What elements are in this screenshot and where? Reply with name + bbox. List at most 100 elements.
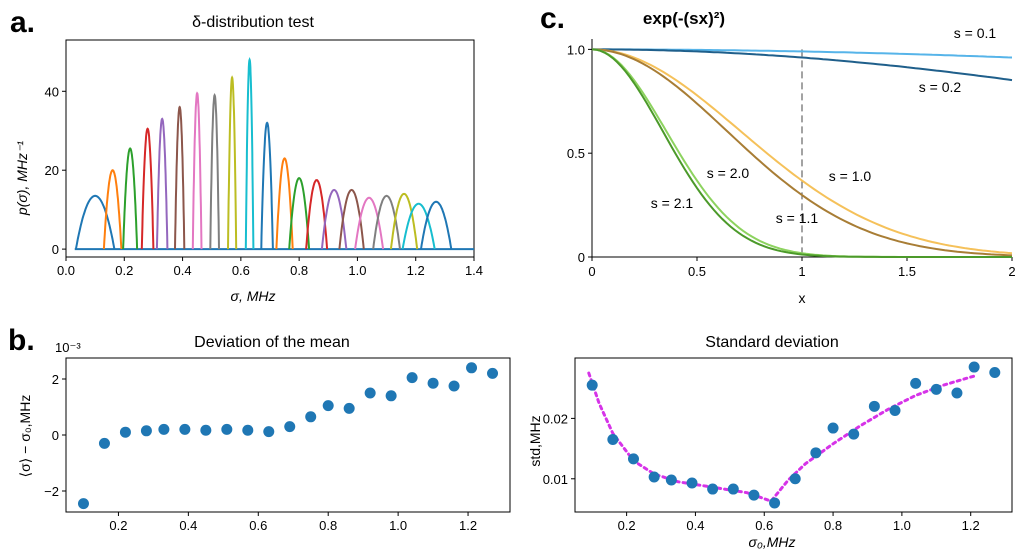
panel-b-point bbox=[466, 362, 478, 374]
panel-c-series-label: s = 2.0 bbox=[707, 165, 750, 181]
panel-label-b: b. bbox=[8, 324, 35, 357]
panel-a-peak-20 bbox=[401, 202, 436, 250]
panel-d-point bbox=[989, 366, 1001, 378]
panel-d-xtick-label: 0.2 bbox=[618, 518, 636, 533]
panel-d-xtick-label: 0.8 bbox=[824, 518, 842, 533]
panel-d-point bbox=[707, 483, 719, 495]
panel-a-peak-5 bbox=[155, 117, 169, 250]
panel-a-xtick-label: 1.4 bbox=[465, 263, 483, 278]
panel-a-xtick-label: 1.2 bbox=[407, 263, 425, 278]
panel-b-point bbox=[322, 400, 334, 412]
panel-a-peak-1 bbox=[74, 194, 116, 250]
panel-d-fit-line bbox=[587, 371, 976, 503]
panel-b-xtick-label: 0.2 bbox=[109, 518, 127, 533]
panel-b-ytick-label: 2 bbox=[52, 372, 59, 387]
panel-a-ytick-label: 0 bbox=[52, 242, 59, 257]
panel-d-point bbox=[727, 483, 739, 495]
panel-d-point bbox=[910, 377, 922, 389]
panel-label-c: c. bbox=[540, 2, 565, 35]
panel-a-xtick-label: 0.6 bbox=[232, 263, 250, 278]
panel-c-series-label: s = 0.1 bbox=[954, 25, 997, 41]
panel-b-point bbox=[98, 437, 110, 449]
panel-a-peak-10 bbox=[244, 57, 255, 250]
panel-label-a: a. bbox=[10, 6, 35, 39]
panel-d-title: Standard deviation bbox=[705, 334, 838, 351]
panel-d-point bbox=[586, 379, 598, 391]
panel-d-xtick-label: 0.6 bbox=[755, 518, 773, 533]
panel-c-series-label: s = 1.0 bbox=[829, 168, 872, 184]
panel-d-ytick-label: 0.01 bbox=[543, 472, 568, 487]
panel-b-xtick-label: 0.6 bbox=[249, 518, 267, 533]
panel-b-point bbox=[427, 377, 439, 389]
panel-a-peak-14 bbox=[305, 179, 329, 250]
panel-b-point bbox=[77, 498, 89, 510]
panel-a-ytick-label: 20 bbox=[45, 163, 59, 178]
panel-b-title: Deviation of the mean bbox=[194, 334, 350, 351]
panel-b-scale-label: 10⁻³ bbox=[55, 340, 81, 355]
panel-d-xtick-label: 1.0 bbox=[893, 518, 911, 533]
panel-c-xtick-label: 0 bbox=[588, 264, 595, 279]
panel-d-point bbox=[810, 447, 822, 459]
panel-b-ytick-label: −2 bbox=[44, 484, 59, 499]
panel-a-peak-18 bbox=[372, 194, 401, 250]
panel-a-ytick-label: 40 bbox=[45, 84, 59, 99]
panel-c-series-line bbox=[591, 48, 1013, 257]
panel-d-xtick-label: 0.4 bbox=[686, 518, 704, 533]
panel-c-xtick-label: 2 bbox=[1008, 264, 1015, 279]
panel-a-xlabel: σ, MHz bbox=[231, 288, 276, 304]
panel-b-xtick-label: 1.0 bbox=[389, 518, 407, 533]
panel-b-point bbox=[385, 390, 397, 402]
panel-d-ytick-label: 0.02 bbox=[543, 411, 568, 426]
panel-d-point bbox=[607, 434, 619, 446]
panel-a-peak-15 bbox=[320, 188, 348, 250]
panel-c-series-label: s = 0.2 bbox=[919, 79, 962, 95]
panel-b-point bbox=[242, 424, 254, 436]
panel-b-point bbox=[284, 421, 296, 433]
panel-b-point bbox=[448, 380, 460, 392]
panel-d: Standard deviation σ₀,MHz std,MHz 0.2 0.4… bbox=[527, 334, 1013, 550]
panel-d-point bbox=[848, 428, 860, 440]
panel-a-peak-17 bbox=[354, 196, 385, 250]
panel-d-frame bbox=[574, 357, 1013, 513]
panel-b-point bbox=[343, 402, 355, 414]
panel-a-peak-6 bbox=[174, 105, 186, 250]
panel-a-xtick-label: 0.8 bbox=[290, 263, 308, 278]
panel-d-point bbox=[627, 453, 639, 465]
panel-d-point bbox=[868, 400, 880, 412]
panel-d-point bbox=[686, 477, 698, 489]
panel-b-point bbox=[158, 423, 170, 435]
panel-c-title: exp(-(sx)²) bbox=[643, 9, 725, 28]
panel-c-xtick-label: 0.5 bbox=[688, 264, 706, 279]
panel-d-point bbox=[789, 473, 801, 485]
panel-c-ytick-label: 0 bbox=[578, 250, 585, 265]
panel-a-xtick-label: 1.0 bbox=[348, 263, 366, 278]
panel-d-point bbox=[827, 422, 839, 434]
panel-a-xtick-label: 0.2 bbox=[115, 263, 133, 278]
panel-d-point bbox=[648, 471, 660, 483]
panel-d-point bbox=[665, 474, 677, 486]
panel-c-xtick-label: 1 bbox=[798, 264, 805, 279]
panel-d-ylabel: std,MHz bbox=[527, 415, 543, 466]
panel-c-series-line bbox=[591, 48, 1012, 258]
panel-d-point bbox=[951, 387, 963, 399]
panel-d-point bbox=[889, 405, 901, 417]
panel-b-xtick-label: 1.2 bbox=[459, 518, 477, 533]
panel-d-point bbox=[968, 361, 980, 373]
panel-a-peak-21 bbox=[420, 200, 453, 250]
panel-b-point bbox=[200, 424, 212, 436]
panel-b-point bbox=[364, 387, 376, 399]
panel-a-title: δ-distribution test bbox=[192, 14, 314, 31]
panel-a-peak-2 bbox=[102, 169, 123, 250]
panel-b-point bbox=[119, 426, 131, 438]
panel-b-point bbox=[487, 367, 499, 379]
panel-b-ylabel: ⟨σ⟩ − σ₀,MHz bbox=[17, 395, 33, 478]
panel-a-frame bbox=[65, 39, 475, 258]
panel-b: Deviation of the mean 10⁻³ ⟨σ⟩ − σ₀,MHz … bbox=[17, 334, 511, 533]
panel-b-ytick-label: 0 bbox=[52, 428, 59, 443]
panel-a-peak-7 bbox=[191, 91, 203, 250]
panel-c-xlabel: x bbox=[799, 290, 806, 306]
panel-d-xlabel: σ₀,MHz bbox=[748, 534, 795, 550]
panel-b-frame bbox=[65, 357, 511, 513]
panel-a: δ-distribution test σ, MHz p(σ), MHz⁻¹ 0… bbox=[14, 14, 483, 304]
